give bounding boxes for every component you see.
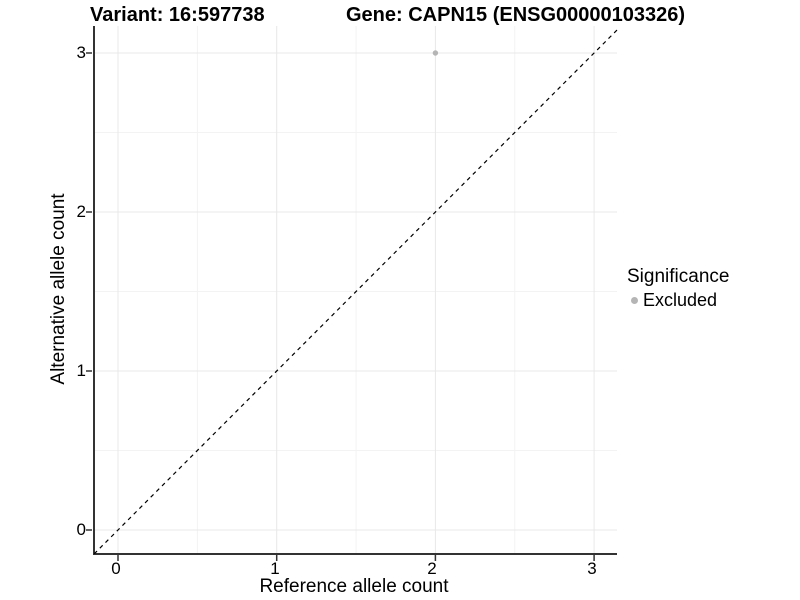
x-tick-label-3: 3 bbox=[587, 559, 597, 578]
plot-canvas bbox=[86, 26, 619, 561]
excluded-point-icon bbox=[631, 296, 638, 304]
x-tick-label-1: 1 bbox=[270, 559, 280, 578]
y-tick-label-0: 0 bbox=[76, 520, 86, 539]
identity-line bbox=[93, 28, 619, 555]
x-tick-label-2: 2 bbox=[427, 559, 437, 578]
y-axis-title: Alternative allele count bbox=[48, 193, 69, 385]
y-tick-label-1: 1 bbox=[76, 361, 86, 380]
legend-title: Significance bbox=[627, 266, 730, 287]
plot-title-gene: Gene: CAPN15 (ENSG00000103326) bbox=[346, 4, 686, 26]
y-tick-label-3: 3 bbox=[76, 43, 86, 62]
x-axis-title: Reference allele count bbox=[259, 576, 449, 597]
legend: Significance Excluded bbox=[627, 266, 729, 311]
x-tick-label-0: 0 bbox=[111, 559, 121, 578]
data-point bbox=[432, 50, 439, 56]
legend-item-label: Excluded bbox=[643, 290, 718, 310]
legend-item-excluded: Excluded bbox=[627, 289, 729, 311]
plot-panel bbox=[86, 26, 619, 561]
plot-title-variant: Variant: 16:597738 bbox=[90, 4, 265, 26]
y-tick-label-2: 2 bbox=[76, 202, 86, 221]
